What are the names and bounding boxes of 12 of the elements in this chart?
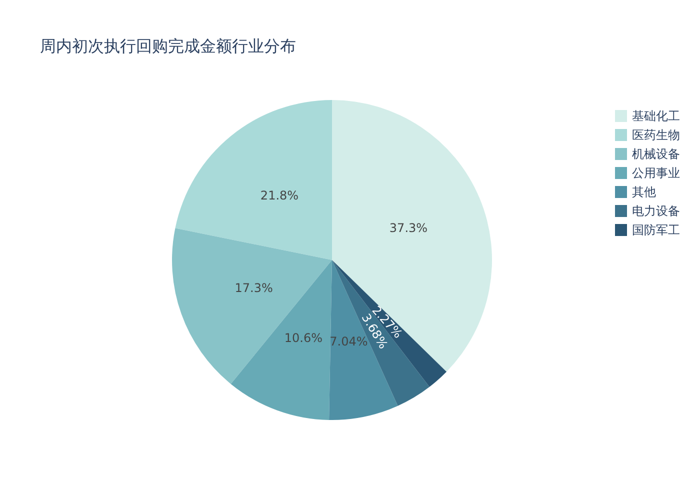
chart-title: 周内初次执行回购完成金额行业分布 <box>40 36 296 56</box>
data-label: 17.3% <box>234 280 273 295</box>
data-label: 10.6% <box>284 330 322 345</box>
legend-label: 医药生物 <box>632 128 680 142</box>
legend-label: 公用事业 <box>632 166 680 180</box>
legend-label: 基础化工 <box>632 109 680 123</box>
data-label: 21.8% <box>260 188 299 203</box>
legend-label: 国防军工 <box>632 223 680 237</box>
legend-label: 电力设备 <box>632 204 680 218</box>
legend-label: 机械设备 <box>632 147 680 161</box>
legend-label: 其他 <box>632 185 656 199</box>
data-label: 37.3% <box>389 220 428 235</box>
